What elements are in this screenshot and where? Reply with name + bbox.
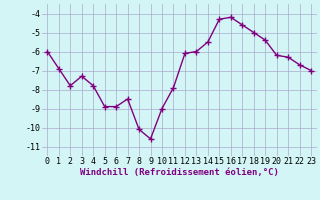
X-axis label: Windchill (Refroidissement éolien,°C): Windchill (Refroidissement éolien,°C) bbox=[80, 168, 279, 177]
